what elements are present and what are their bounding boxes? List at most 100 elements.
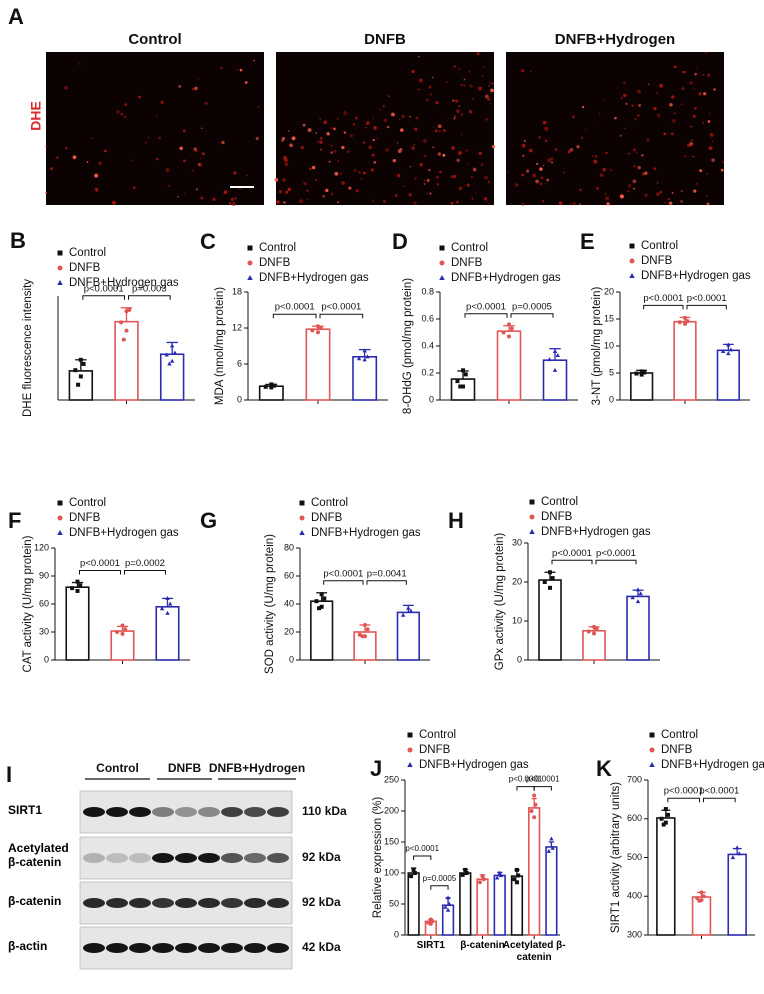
legend-marker (57, 265, 63, 271)
speckle (147, 136, 150, 139)
speckle (124, 103, 128, 107)
panel-letter: D (392, 229, 408, 254)
y-tick-label: 90 (39, 570, 49, 580)
significance-bracket (366, 580, 407, 585)
data-point (659, 816, 664, 821)
speckle (632, 179, 637, 184)
speckle (711, 158, 715, 163)
speckle (438, 130, 441, 133)
data-point (461, 368, 465, 373)
speckle (382, 105, 385, 108)
data-point (461, 384, 465, 389)
speckle (360, 178, 363, 181)
legend-label: DNFB (541, 511, 573, 523)
p-value: p<0.0001 (526, 775, 560, 784)
y-tick-label: 250 (384, 774, 399, 784)
band (106, 898, 128, 908)
legend-marker (247, 260, 253, 266)
y-tick-label: 0.6 (421, 313, 434, 323)
speckle (460, 113, 464, 116)
speckle (542, 165, 545, 167)
panel-letter: A (8, 4, 24, 29)
y-tick-label: 20 (284, 626, 294, 636)
band (106, 943, 128, 953)
speckle (619, 134, 622, 137)
data-point (458, 384, 463, 389)
speckle (550, 157, 554, 161)
speckle (488, 85, 490, 87)
significance-bracket (79, 570, 121, 575)
speckle (489, 82, 491, 84)
data-point (726, 351, 731, 356)
bar (493, 874, 506, 936)
y-axis-label: 3-NT (pmol/mg protein) (591, 287, 603, 406)
speckle (231, 201, 236, 206)
speckle (411, 146, 415, 150)
speckle (619, 194, 624, 199)
p-value: p<0.0001 (275, 302, 315, 313)
bar (542, 359, 568, 401)
data-point (463, 867, 468, 872)
speckle (236, 68, 239, 71)
speckle (325, 188, 329, 193)
bar (691, 896, 712, 936)
data-point (447, 901, 452, 906)
speckle (472, 167, 477, 172)
speckle (542, 120, 547, 125)
bar (450, 378, 476, 401)
speckle (428, 169, 431, 172)
bar (716, 349, 740, 401)
speckle (646, 138, 650, 142)
speckle (656, 182, 659, 184)
speckle (706, 172, 708, 175)
speckle (680, 200, 683, 203)
speckle (354, 133, 356, 135)
p-value: p<0.0001 (466, 301, 506, 312)
speckle (628, 152, 631, 155)
legend-marker (649, 747, 655, 753)
speckle (634, 117, 637, 121)
speckle (521, 69, 525, 73)
speckle (706, 73, 711, 77)
speckle (702, 121, 705, 124)
bar (510, 875, 524, 936)
speckle (197, 78, 200, 80)
data-point (634, 371, 639, 376)
speckle (625, 102, 628, 105)
speckle (120, 112, 124, 116)
speckle (415, 116, 419, 120)
speckle (414, 177, 417, 180)
data-point (639, 369, 644, 374)
speckle (471, 97, 474, 100)
legend-label: Control (419, 729, 456, 741)
legend-label: DNFB (259, 257, 291, 269)
speckle (636, 152, 638, 154)
speckle (371, 153, 375, 157)
speckle (523, 140, 526, 142)
data-point (547, 357, 552, 362)
speckle (713, 88, 716, 91)
speckle (463, 84, 466, 87)
speckle (466, 183, 470, 187)
legend-marker (57, 515, 63, 521)
data-point (494, 875, 500, 880)
speckle (355, 189, 359, 193)
speckle (689, 141, 694, 146)
band (221, 943, 243, 953)
legend-marker (57, 250, 63, 256)
speckle (306, 198, 309, 201)
band (129, 807, 151, 817)
data-point (550, 845, 555, 850)
legend-label: DNFB (419, 744, 451, 756)
micrograph (506, 52, 724, 205)
band (129, 898, 151, 908)
y-tick-label: 700 (627, 774, 642, 784)
speckle (631, 104, 634, 107)
x-tick-label-box: SIRT1 (417, 940, 445, 951)
speckle (320, 148, 322, 151)
speckle (434, 129, 438, 133)
speckle (244, 81, 248, 85)
data-point (697, 898, 702, 903)
data-point (507, 334, 511, 339)
data-point (548, 570, 552, 575)
